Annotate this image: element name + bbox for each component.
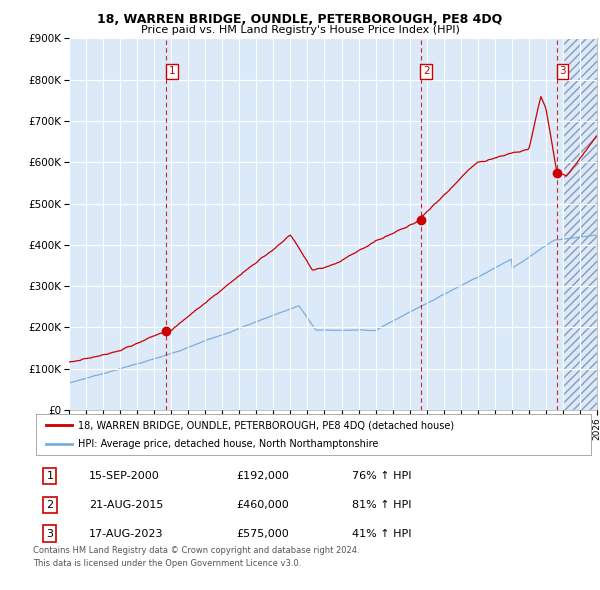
Text: 17-AUG-2023: 17-AUG-2023	[89, 529, 163, 539]
Text: 21-AUG-2015: 21-AUG-2015	[89, 500, 163, 510]
Text: Price paid vs. HM Land Registry's House Price Index (HPI): Price paid vs. HM Land Registry's House …	[140, 25, 460, 35]
Text: 1: 1	[46, 471, 53, 481]
Text: 2: 2	[46, 500, 53, 510]
Text: Contains HM Land Registry data © Crown copyright and database right 2024.: Contains HM Land Registry data © Crown c…	[33, 546, 359, 555]
Text: 18, WARREN BRIDGE, OUNDLE, PETERBOROUGH, PE8 4DQ (detached house): 18, WARREN BRIDGE, OUNDLE, PETERBOROUGH,…	[77, 420, 454, 430]
Text: £192,000: £192,000	[236, 471, 289, 481]
Text: This data is licensed under the Open Government Licence v3.0.: This data is licensed under the Open Gov…	[33, 559, 301, 568]
Text: 2: 2	[423, 67, 430, 76]
Text: 3: 3	[559, 67, 566, 76]
Bar	[563, 38, 597, 410]
Text: £460,000: £460,000	[236, 500, 289, 510]
Text: 18, WARREN BRIDGE, OUNDLE, PETERBOROUGH, PE8 4DQ: 18, WARREN BRIDGE, OUNDLE, PETERBOROUGH,…	[97, 13, 503, 26]
Text: 1: 1	[169, 67, 175, 76]
Text: 76% ↑ HPI: 76% ↑ HPI	[352, 471, 412, 481]
Text: HPI: Average price, detached house, North Northamptonshire: HPI: Average price, detached house, Nort…	[77, 440, 378, 450]
Text: 81% ↑ HPI: 81% ↑ HPI	[352, 500, 412, 510]
Text: 15-SEP-2000: 15-SEP-2000	[89, 471, 160, 481]
Text: 3: 3	[46, 529, 53, 539]
Text: £575,000: £575,000	[236, 529, 289, 539]
Text: 41% ↑ HPI: 41% ↑ HPI	[352, 529, 412, 539]
